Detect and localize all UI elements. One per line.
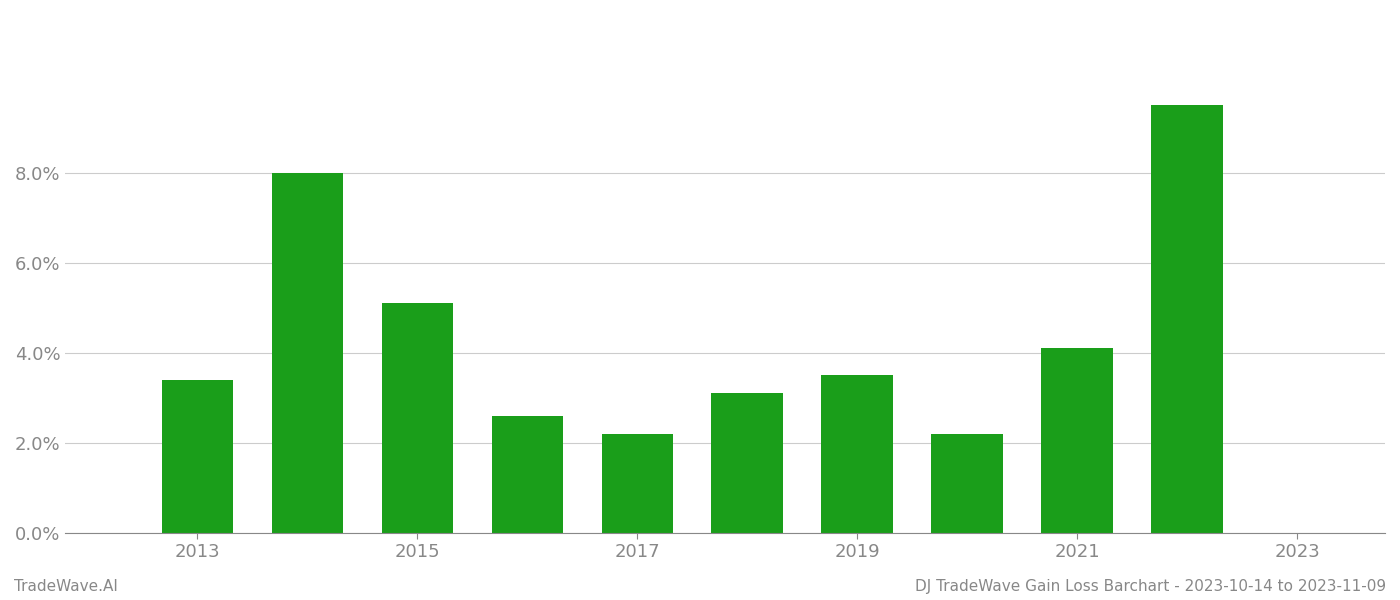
Text: TradeWave.AI: TradeWave.AI: [14, 579, 118, 594]
Bar: [382, 303, 454, 533]
Bar: [272, 173, 343, 533]
Bar: [822, 375, 893, 533]
Bar: [162, 380, 234, 533]
Bar: [931, 434, 1002, 533]
Bar: [491, 416, 563, 533]
Bar: [1042, 348, 1113, 533]
Bar: [602, 434, 673, 533]
Bar: [1151, 105, 1222, 533]
Text: DJ TradeWave Gain Loss Barchart - 2023-10-14 to 2023-11-09: DJ TradeWave Gain Loss Barchart - 2023-1…: [914, 579, 1386, 594]
Bar: [711, 393, 783, 533]
